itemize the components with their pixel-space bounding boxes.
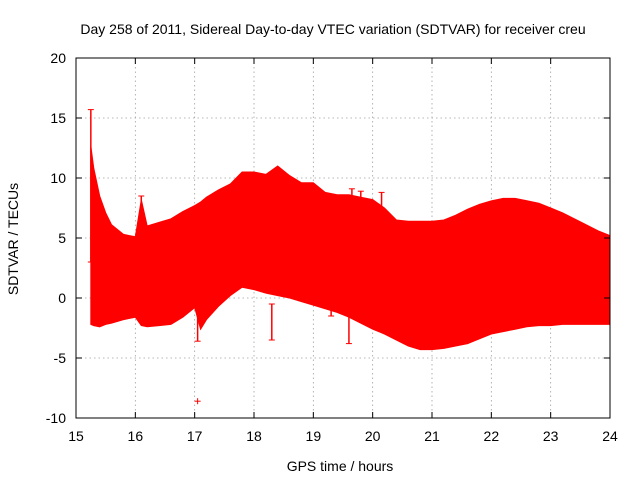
x-tick-label: 17 [187,428,203,444]
chart-title: Day 258 of 2011, Sidereal Day-to-day VTE… [80,21,585,37]
x-tick-label: 16 [128,428,144,444]
x-tick-label: 24 [602,428,618,444]
x-tick-label: 19 [306,428,322,444]
x-tick-label: 20 [365,428,381,444]
x-axis-label: GPS time / hours [287,458,394,474]
x-tick-label: 18 [246,428,262,444]
y-tick-label: -5 [54,350,67,366]
y-tick-label: 5 [58,230,66,246]
x-tick-label: 15 [68,428,84,444]
x-tick-label: 22 [484,428,500,444]
x-tick-label: 23 [543,428,559,444]
y-tick-label: 15 [50,110,66,126]
y-axis-label: SDTVAR / TECUs [5,183,21,295]
y-tick-label: 10 [50,170,66,186]
y-tick-label: -10 [46,410,66,426]
y-tick-label: 0 [58,290,66,306]
x-tick-label: 21 [424,428,440,444]
tick-layer: 15 16 17 18 19 20 21 22 23 24 -10 -5 0 5 10 15 20 [46,50,618,444]
y-tick-label: 20 [50,50,66,66]
